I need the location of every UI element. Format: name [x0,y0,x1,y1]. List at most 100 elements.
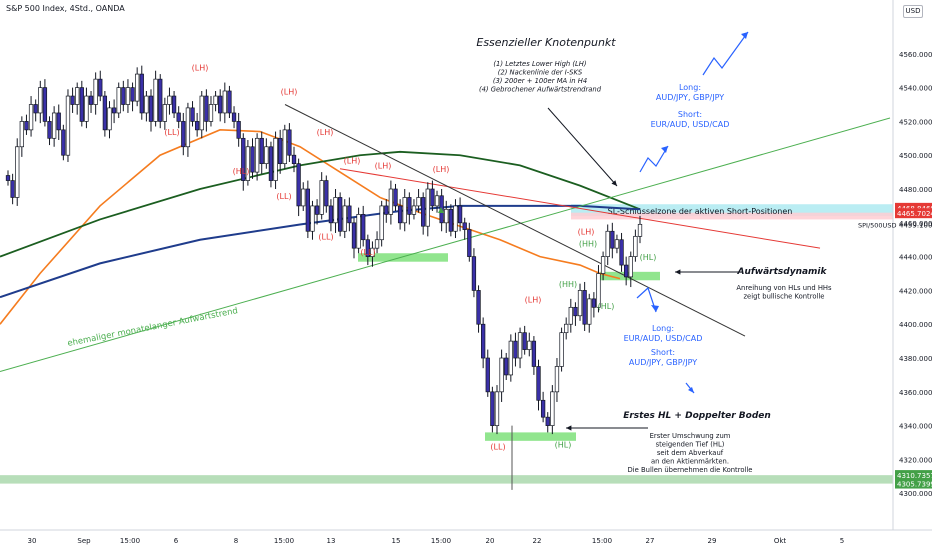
candle-body [236,121,241,139]
candle-body [600,256,606,274]
candle-body [296,163,301,207]
sl-zone-label: SL-Schlüsselzone der aktiven Short-Posit… [608,207,793,216]
long2-heading: Long: [652,324,674,333]
currency-badge[interactable]: USD [903,5,923,18]
candle-body [425,188,430,227]
candle-body [33,104,38,114]
boden-text: steigenden Tief (HL) [656,441,725,449]
candle-body [356,214,361,249]
candle-body [430,188,435,207]
candle-body [476,290,481,325]
candle-body [79,87,84,122]
structure-label: (LH) [192,64,209,73]
candle-body [47,121,52,139]
x-tick-label: 27 [646,537,655,545]
y-tick-label: 4320.0000 [899,456,932,464]
price-tag-bg [895,478,932,489]
aufwaerts-text: Anreihung von HLs und HHs [736,284,832,292]
candle-body [278,137,283,165]
y-tick-label: 4500.0000 [899,152,932,160]
candle-body [351,222,357,249]
candle-body [273,137,278,181]
candle-body [93,78,98,105]
candle-body [208,104,214,122]
candle-body [370,247,375,257]
structure-label: (LH) [578,228,595,237]
candle-body [365,239,370,257]
candle-body [51,112,57,139]
candle-body [324,180,329,207]
candle-body [531,340,537,367]
structure-label: (LH) [433,165,450,174]
structure-label: (LL) [360,248,375,257]
structure-label: (LL) [490,442,505,451]
candle-body [204,95,209,122]
aufwaerts-text: zeigt bullische Kontrolle [743,293,824,301]
y-tick-label: 4520.0000 [899,118,932,126]
short1-pairs: EUR/AUD, USD/CAD [651,120,730,129]
candle-body [194,121,200,131]
x-tick-label: 8 [234,537,238,545]
structure-label: (LL) [318,233,333,242]
x-tick-label: 30 [28,537,37,545]
candle-body [319,180,324,215]
long2-pairs: EUR/AUD, USD/CAD [624,334,703,343]
candle-body [513,340,518,359]
candle-body [241,137,246,181]
candle-body [245,146,251,181]
y-tick-label: 4560.0000 [899,51,932,59]
ma_blue-line [0,204,641,299]
candle-body [125,87,131,105]
x-tick-label: 22 [533,537,542,545]
candle-body [5,175,11,181]
candle-body [485,357,490,393]
candle-body [342,205,347,232]
candle-body [494,391,500,426]
y-tick-label: 4440.0000 [899,254,932,262]
candle-body [250,146,255,173]
candle-body [481,323,486,359]
candle-body [254,137,260,173]
candle-body [19,121,24,148]
black_line-line [284,104,746,337]
short1-heading: Short: [678,110,702,119]
candle-body [397,205,403,224]
candle-body [10,180,15,198]
structure-label: (LL) [164,128,179,137]
y-tick-label: 4480.0000 [899,186,932,194]
x-tick-label: 13 [327,537,336,545]
boden-text: an den Aktienmärkten. [651,458,729,466]
candle-body [88,95,94,105]
candle-body [619,239,624,266]
candle-body [264,146,269,165]
blue-small-arrow-head [688,387,694,393]
y-tick-label: 4400.0000 [899,321,932,329]
x-tick-label: 6 [174,537,179,545]
candle-body [388,188,394,215]
candle-body [107,107,112,131]
candle-body [287,129,292,156]
blue-zigzag-up-1 [702,31,749,76]
candle-body [374,239,380,249]
candle-body [111,107,117,114]
x-tick-label: 15:00 [274,537,294,545]
candle-body [504,357,509,376]
y-tick-label: 4300.0000 [899,490,932,498]
candle-body [24,121,29,131]
candle-body [75,87,80,105]
candle-body [84,95,89,122]
candle-body [545,416,550,426]
candle-body [301,188,306,207]
boden-title: Erstes HL + Doppelter Boden [623,411,771,421]
candle-body [605,230,610,257]
knotenpunkt-arrow [547,107,618,187]
x-tick-label: 5 [840,537,844,545]
price-tag-bg [895,202,932,213]
candle-body [231,112,237,122]
structure-label: (LH) [525,295,542,304]
support-box [485,432,576,441]
candle-body [416,197,421,207]
candle-body [56,112,61,131]
